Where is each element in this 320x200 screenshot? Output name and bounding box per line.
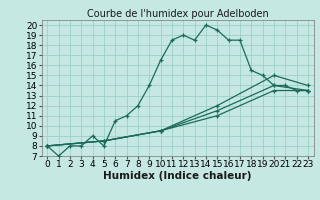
Title: Courbe de l'humidex pour Adelboden: Courbe de l'humidex pour Adelboden bbox=[87, 9, 268, 19]
X-axis label: Humidex (Indice chaleur): Humidex (Indice chaleur) bbox=[103, 171, 252, 181]
